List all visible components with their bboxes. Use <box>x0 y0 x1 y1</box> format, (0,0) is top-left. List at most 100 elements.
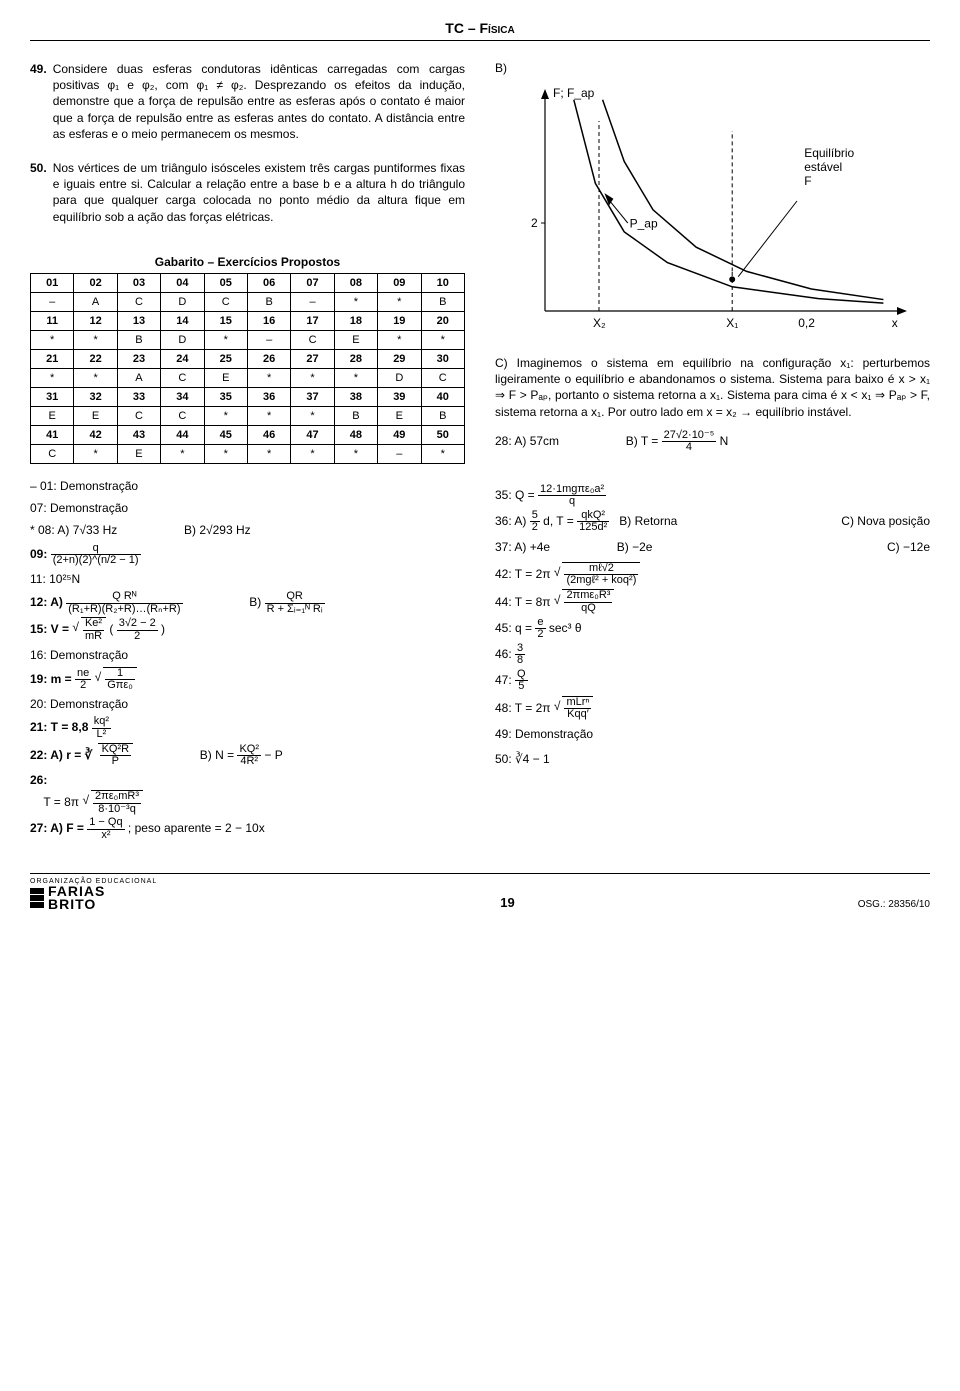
table-cell: 26 <box>247 349 290 368</box>
left-column: 49. Considere duas esferas condutoras id… <box>30 61 465 843</box>
ans-44-k: 44: T = 8π <box>495 595 551 609</box>
table-cell: * <box>74 368 117 387</box>
table-cell: 29 <box>378 349 421 368</box>
table-cell: C <box>117 406 160 425</box>
table-row: 11121314151617181920 <box>31 311 465 330</box>
ans-49: 49: Demonstração <box>495 723 930 746</box>
ans-36-c: C) Nova posição <box>841 510 930 533</box>
ans-35-d: q <box>538 496 606 508</box>
table-row: 41424344454647484950 <box>31 425 465 444</box>
ans-42: 42: T = 2π √mℓ√2(2mgℓ² + koq²) <box>495 561 930 587</box>
ans-42-d: (2mgℓ² + koq²) <box>564 575 638 587</box>
table-cell: 01 <box>31 273 74 292</box>
ans-12a-key: 12: A) <box>30 596 63 610</box>
table-cell: C <box>161 368 204 387</box>
ans-21: 21: T = 8,8 kq²L² <box>30 716 465 740</box>
table-cell: * <box>247 444 290 463</box>
left-answers-list: – 01: Demonstração 07: Demonstração * 08… <box>30 476 465 841</box>
right-column: B) F; F_ap2P_apEquilíbrioestávelFX₂X₁0,2… <box>495 61 930 843</box>
ans-50-k: 50: <box>495 752 512 766</box>
table-cell: C <box>421 368 464 387</box>
table-cell: 32 <box>74 387 117 406</box>
osg-code: OSG.: 28356/10 <box>858 899 930 910</box>
table-cell: 30 <box>421 349 464 368</box>
ans-46: 46: 38 <box>495 643 930 667</box>
table-cell: C <box>161 406 204 425</box>
ans-15: 15: V = √Ke²mR ( 3√2 − 22 ) <box>30 617 465 642</box>
ans-27-n: 1 − Qq <box>87 817 124 830</box>
table-cell: 21 <box>31 349 74 368</box>
equilibrium-chart: F; F_ap2P_apEquilíbrioestávelFX₂X₁0,2x <box>495 81 930 341</box>
table-cell: 08 <box>334 273 377 292</box>
ans-11: 11: 10²⁵N <box>30 569 465 589</box>
table-cell: * <box>334 292 377 311</box>
table-cell: 16 <box>247 311 290 330</box>
ans-36-d2: 125d² <box>577 522 609 534</box>
table-cell: 33 <box>117 387 160 406</box>
ans-12: 12: A) Q Rᴺ(R₁+R)(R₂+R)…(Rₙ+R) B) QRR + … <box>30 591 465 615</box>
table-cell: B <box>117 330 160 349</box>
table-cell: 06 <box>247 273 290 292</box>
question-50-text: Nos vértices de um triângulo isósceles e… <box>53 160 465 225</box>
ans-08-b: B) 2√293 Hz <box>184 523 251 537</box>
table-cell: * <box>74 444 117 463</box>
svg-text:estável: estável <box>804 160 842 174</box>
table-cell: 45 <box>204 425 247 444</box>
ans-08: * 08: A) 7√33 Hz B) 2√293 Hz <box>30 520 465 540</box>
table-row: 31323334353637383940 <box>31 387 465 406</box>
table-cell: * <box>291 368 334 387</box>
table-cell: 50 <box>421 425 464 444</box>
ans-28: 28: A) 57cm B) T = 27√2·10⁻⁵4 N <box>495 430 930 454</box>
ans-27: 27: A) F = 1 − Qqx² ; peso aparente = 2 … <box>30 817 465 841</box>
ans-37-c: C) −12e <box>887 536 930 559</box>
table-cell: D <box>378 368 421 387</box>
ans-46-d: 8 <box>515 655 525 667</box>
table-cell: B <box>421 292 464 311</box>
table-cell: 46 <box>247 425 290 444</box>
answer-key-table: 01020304050607080910–ACDCB–**B1112131415… <box>30 273 465 464</box>
table-cell: D <box>161 292 204 311</box>
table-cell: 34 <box>161 387 204 406</box>
table-cell: E <box>74 406 117 425</box>
table-row: 01020304050607080910 <box>31 273 465 292</box>
ans-12b-num: QR <box>265 591 325 604</box>
ans-19-d: Gπε₀ <box>105 680 135 692</box>
brand-logo: ORGANIZAÇÃO EDUCACIONAL FARIAS BRITO <box>30 878 157 910</box>
svg-text:0,2: 0,2 <box>798 316 815 330</box>
table-cell: * <box>247 368 290 387</box>
table-cell: B <box>247 292 290 311</box>
table-cell: 13 <box>117 311 160 330</box>
ans-46-k: 46: <box>495 647 512 661</box>
table-cell: D <box>161 330 204 349</box>
table-cell: B <box>334 406 377 425</box>
right-answers-list: 35: Q = 12·1mgπε₀a²q 36: A) 52 d, T = qk… <box>495 484 930 770</box>
table-cell: 38 <box>334 387 377 406</box>
table-cell: C <box>291 330 334 349</box>
ans-36-b: B) Retorna <box>619 514 677 528</box>
ans-19: 19: m = ne2 √1Gπε₀ <box>30 667 465 692</box>
ans-36: 36: A) 52 d, T = qkQ²125d² B) Retorna C)… <box>495 510 930 534</box>
table-cell: – <box>291 292 334 311</box>
svg-text:F: F <box>804 174 811 188</box>
table-cell: 11 <box>31 311 74 330</box>
table-row: 21222324252627282930 <box>31 349 465 368</box>
ans-36-k: 36: A) <box>495 514 526 528</box>
question-49-number: 49. <box>30 61 47 77</box>
ans-09: 09: q(2+n)(2)^(n/2 − 1) <box>30 543 465 567</box>
svg-text:2: 2 <box>531 216 538 230</box>
table-cell: * <box>291 444 334 463</box>
table-cell: E <box>204 368 247 387</box>
ans-26-key: 26: <box>30 773 47 787</box>
question-50: 50. Nos vértices de um triângulo isóscel… <box>30 160 465 225</box>
ans-45-s: sec³ θ <box>549 621 582 635</box>
table-cell: * <box>334 368 377 387</box>
question-49: 49. Considere duas esferas condutoras id… <box>30 61 465 142</box>
table-cell: * <box>378 292 421 311</box>
table-cell: C <box>117 292 160 311</box>
table-cell: 31 <box>31 387 74 406</box>
page-header: TC – Física <box>30 20 930 41</box>
ans-26-pre: T = 8π <box>43 795 79 809</box>
svg-text:x: x <box>892 316 898 330</box>
ans-50-v: ∛4 − 1 <box>515 752 550 766</box>
table-cell: – <box>31 292 74 311</box>
